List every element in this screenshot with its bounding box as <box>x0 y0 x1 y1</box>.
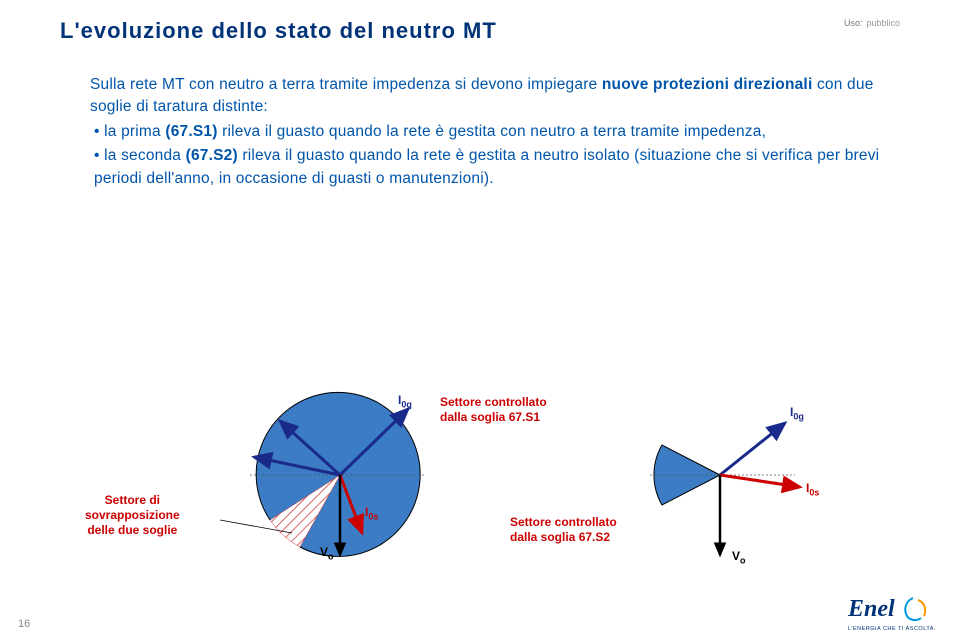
label-i0g-right: I0g <box>790 405 804 421</box>
diagram-area: Settore di sovrapposizione delle due sog… <box>0 345 960 585</box>
label-ctrl-s1: Settore controllato dalla soglia 67.S1 <box>440 395 547 425</box>
svg-text:Enel: Enel <box>848 596 895 622</box>
usage-tag: Uso:pubblico <box>844 18 900 28</box>
label-vo-left: Vo <box>320 545 334 561</box>
page-number: 16 <box>18 618 30 630</box>
label-i0g-left: I0g <box>398 393 412 409</box>
label-vo-right: Vo <box>732 549 746 565</box>
label-i0s-left: I0s <box>365 505 378 521</box>
body-text: Sulla rete MT con neutro a terra tramite… <box>0 44 960 190</box>
label-i0s-right: I0s <box>806 481 819 497</box>
logo-tagline: L'ENERGIA CHE TI ASCOLTA. <box>848 626 936 632</box>
left-diagram <box>210 365 470 565</box>
label-sovrapposizione: Settore di sovrapposizione delle due sog… <box>85 493 180 538</box>
enel-logo: Enel L'ENERGIA CHE TI ASCOLTA. <box>848 594 936 632</box>
label-ctrl-s2: Settore controllato dalla soglia 67.S2 <box>510 515 617 545</box>
right-diagram <box>640 405 820 575</box>
page-title: L'evoluzione dello stato del neutro MT <box>60 18 497 44</box>
